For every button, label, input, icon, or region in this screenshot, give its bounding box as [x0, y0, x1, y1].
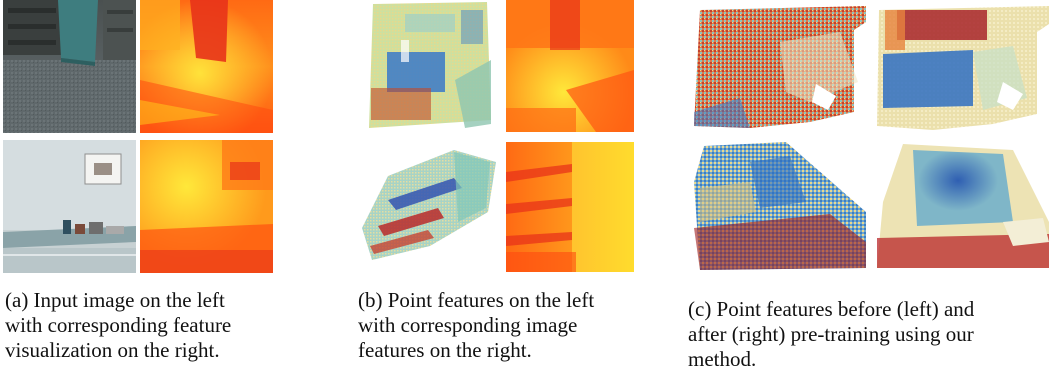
- panel-b-caption: (b) Point features on the left with corr…: [358, 288, 594, 363]
- caption-line: with corresponding image: [358, 313, 578, 337]
- caption-line: with corresponding feature: [5, 313, 232, 337]
- caption-line: features on the right.: [358, 338, 532, 362]
- panel-b-image-features-top: [506, 0, 634, 132]
- panel-a-caption: (a) Input image on the left with corresp…: [5, 288, 231, 363]
- panel-c-before-bottom: [690, 142, 870, 272]
- panel-c-before-top: [690, 2, 870, 132]
- panel-a-input-image-bottom: [3, 140, 136, 273]
- panel-b-image-features-bottom: [506, 142, 634, 272]
- caption-line: visualization on the right.: [5, 338, 220, 362]
- caption-line: (c) Point features before (left) and: [688, 297, 975, 321]
- panel-b-point-features-bottom: [358, 142, 500, 272]
- panel-a-feature-visualization-bottom: [140, 140, 273, 273]
- panel-a-feature-visualization-top: [140, 0, 273, 133]
- panel-b-point-features-top: [365, 0, 495, 132]
- panel-a-input-image-top: [3, 0, 136, 133]
- panel-c-after-bottom: [873, 142, 1053, 272]
- panel-a: (a) Input image on the left with corresp…: [0, 0, 280, 372]
- panel-b: (b) Point features on the left with corr…: [350, 0, 650, 372]
- panel-c: (c) Point features before (left) and aft…: [685, 0, 1053, 372]
- caption-line: (a) Input image on the left: [5, 288, 225, 312]
- caption-line: after (right) pre-training using our: [688, 322, 974, 346]
- panel-c-after-top: [873, 2, 1053, 132]
- panel-c-caption: (c) Point features before (left) and aft…: [688, 297, 974, 372]
- caption-line: method.: [688, 347, 757, 371]
- caption-line: (b) Point features on the left: [358, 288, 595, 312]
